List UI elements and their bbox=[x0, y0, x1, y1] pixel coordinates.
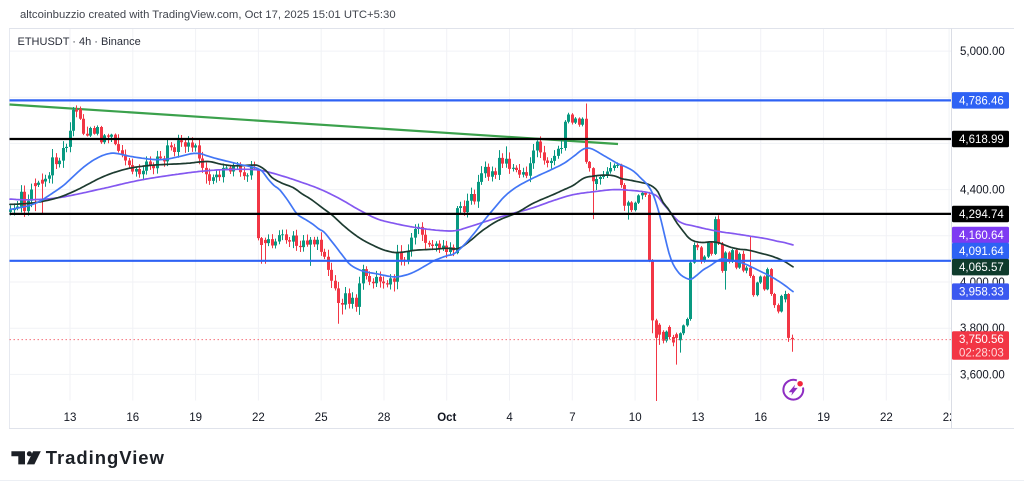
svg-text:19: 19 bbox=[189, 412, 202, 424]
svg-text:4,786.46: 4,786.46 bbox=[959, 95, 1004, 107]
svg-text:3,750.56: 3,750.56 bbox=[959, 334, 1004, 346]
svg-text:4,065.57: 4,065.57 bbox=[959, 262, 1004, 274]
svg-text:4,294.74: 4,294.74 bbox=[959, 209, 1004, 221]
svg-text:16: 16 bbox=[754, 412, 767, 424]
svg-text:4,400.00: 4,400.00 bbox=[960, 185, 1005, 197]
svg-text:3,958.33: 3,958.33 bbox=[959, 287, 1004, 299]
svg-text:4,160.64: 4,160.64 bbox=[959, 230, 1004, 242]
svg-text:4,618.99: 4,618.99 bbox=[959, 134, 1004, 146]
svg-text:7: 7 bbox=[569, 412, 575, 424]
svg-text:5,000.00: 5,000.00 bbox=[960, 46, 1005, 58]
svg-text:altcoinbuzzio created with Tra: altcoinbuzzio created with TradingView.c… bbox=[20, 9, 396, 21]
svg-text:Oct: Oct bbox=[437, 412, 456, 424]
svg-text:10: 10 bbox=[629, 412, 642, 424]
svg-text:28: 28 bbox=[378, 412, 391, 424]
svg-text:4: 4 bbox=[506, 412, 513, 424]
svg-text:13: 13 bbox=[64, 412, 77, 424]
svg-text:3,600.00: 3,600.00 bbox=[960, 369, 1005, 381]
svg-text:25: 25 bbox=[315, 412, 328, 424]
svg-text:19: 19 bbox=[817, 412, 830, 424]
svg-text:13: 13 bbox=[692, 412, 705, 424]
svg-text:02:28:03: 02:28:03 bbox=[959, 348, 1004, 360]
svg-text:22: 22 bbox=[252, 412, 265, 424]
svg-text:22: 22 bbox=[943, 412, 956, 424]
svg-text:TradingView: TradingView bbox=[46, 447, 165, 468]
svg-text:16: 16 bbox=[126, 412, 139, 424]
svg-text:ETHUSDT · 4h · Binance: ETHUSDT · 4h · Binance bbox=[18, 36, 141, 48]
svg-text:4,091.64: 4,091.64 bbox=[959, 246, 1004, 258]
svg-text:22: 22 bbox=[880, 412, 893, 424]
